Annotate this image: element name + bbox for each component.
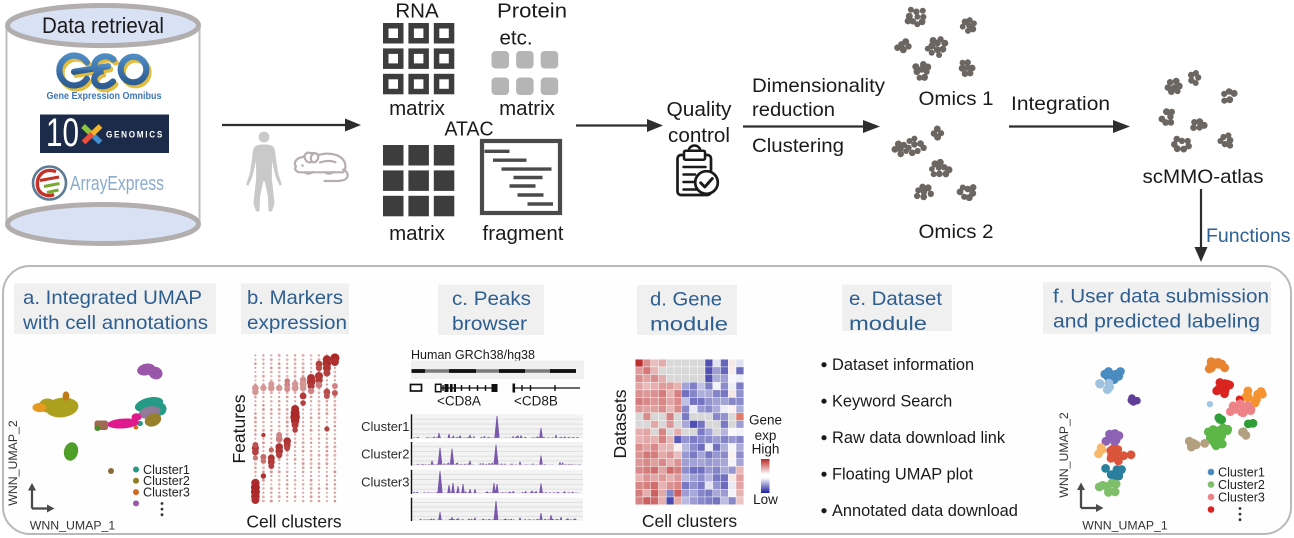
svg-text:Cell clusters: Cell clusters — [642, 511, 738, 531]
svg-text:with cell annotations: with cell annotations — [22, 312, 208, 334]
svg-text:f. User data submission: f. User data submission — [1053, 285, 1269, 307]
svg-text:<CD8A: <CD8A — [437, 394, 481, 409]
svg-text:Protein: Protein — [497, 0, 567, 23]
svg-text:Cluster3: Cluster3 — [1218, 490, 1265, 504]
svg-text:Quality: Quality — [667, 98, 733, 121]
svg-text:WNN_UMAP_1: WNN_UMAP_1 — [1082, 519, 1168, 533]
svg-text:scMMO-atlas: scMMO-atlas — [1143, 166, 1264, 188]
svg-text:Dataset information: Dataset information — [832, 356, 974, 374]
svg-text:control: control — [668, 124, 730, 147]
svg-text:Data retrieval: Data retrieval — [42, 13, 164, 38]
svg-text:and predicted labeling: and predicted labeling — [1053, 310, 1260, 332]
svg-text:Cluster2: Cluster2 — [143, 474, 190, 488]
svg-text:Omics 2: Omics 2 — [919, 221, 994, 243]
svg-text:reduction: reduction — [752, 99, 835, 121]
svg-text:matrix: matrix — [499, 97, 556, 120]
svg-text:ArrayExpress: ArrayExpress — [70, 173, 164, 195]
svg-text:b. Markers: b. Markers — [247, 287, 343, 309]
svg-text:10: 10 — [46, 111, 79, 155]
svg-text:Functions: Functions — [1206, 225, 1291, 247]
svg-text:c. Peaks: c. Peaks — [452, 288, 531, 310]
svg-text:ATAC: ATAC — [445, 118, 494, 141]
svg-text:Cluster3: Cluster3 — [143, 485, 190, 499]
svg-text:Cluster1: Cluster1 — [361, 419, 409, 434]
svg-text:matrix: matrix — [389, 97, 446, 120]
svg-text:Keyword Search: Keyword Search — [832, 393, 952, 411]
svg-text:Annotated data download: Annotated data download — [832, 502, 1018, 520]
svg-text:matrix: matrix — [389, 222, 446, 245]
svg-text:etc.: etc. — [499, 27, 532, 50]
svg-text:Cluster1: Cluster1 — [143, 463, 190, 477]
svg-text:module: module — [650, 313, 728, 335]
svg-text:Integration: Integration — [1011, 93, 1110, 115]
svg-text:Low: Low — [753, 492, 778, 507]
svg-text:Cell clusters: Cell clusters — [246, 512, 342, 532]
svg-text:Gene Expression Omnibus: Gene Expression Omnibus — [47, 90, 162, 102]
svg-text:a. Integrated UMAP: a. Integrated UMAP — [23, 287, 202, 309]
svg-text:module: module — [849, 313, 927, 335]
svg-text:e. Dataset: e. Dataset — [849, 288, 943, 310]
svg-text:Human GRCh38/hg38: Human GRCh38/hg38 — [411, 347, 535, 362]
svg-text:fragment: fragment — [483, 222, 564, 245]
svg-text:d. Gene: d. Gene — [650, 288, 722, 310]
svg-text:Cluster2: Cluster2 — [361, 446, 409, 461]
svg-text:WNN_UMAP_2: WNN_UMAP_2 — [6, 420, 20, 506]
svg-text:Dimensionality: Dimensionality — [752, 75, 885, 97]
svg-text:exp: exp — [755, 428, 777, 443]
svg-text:Cluster2: Cluster2 — [1218, 478, 1265, 492]
svg-text:expression: expression — [247, 312, 347, 334]
svg-text:RNA: RNA — [395, 0, 439, 23]
svg-text:Gene: Gene — [749, 413, 782, 428]
svg-text:WNN_UMAP_1: WNN_UMAP_1 — [30, 519, 116, 533]
svg-text:Raw data download link: Raw data download link — [832, 429, 1006, 447]
svg-text:<CD8B: <CD8B — [514, 394, 558, 409]
svg-text:Floating UMAP plot: Floating UMAP plot — [832, 466, 973, 484]
svg-text:Omics 1: Omics 1 — [919, 88, 994, 110]
svg-text:browser: browser — [452, 313, 528, 335]
svg-text:High: High — [752, 442, 780, 457]
svg-text:Cluster1: Cluster1 — [1218, 465, 1265, 479]
svg-text:Cluster3: Cluster3 — [361, 474, 409, 489]
svg-text:Features: Features — [229, 394, 249, 463]
svg-text:Datasets: Datasets — [610, 389, 630, 458]
svg-text:GENOMICS: GENOMICS — [106, 130, 164, 140]
svg-text:WNN_UMAP_2: WNN_UMAP_2 — [1057, 412, 1071, 498]
svg-text:Clustering: Clustering — [752, 135, 844, 157]
